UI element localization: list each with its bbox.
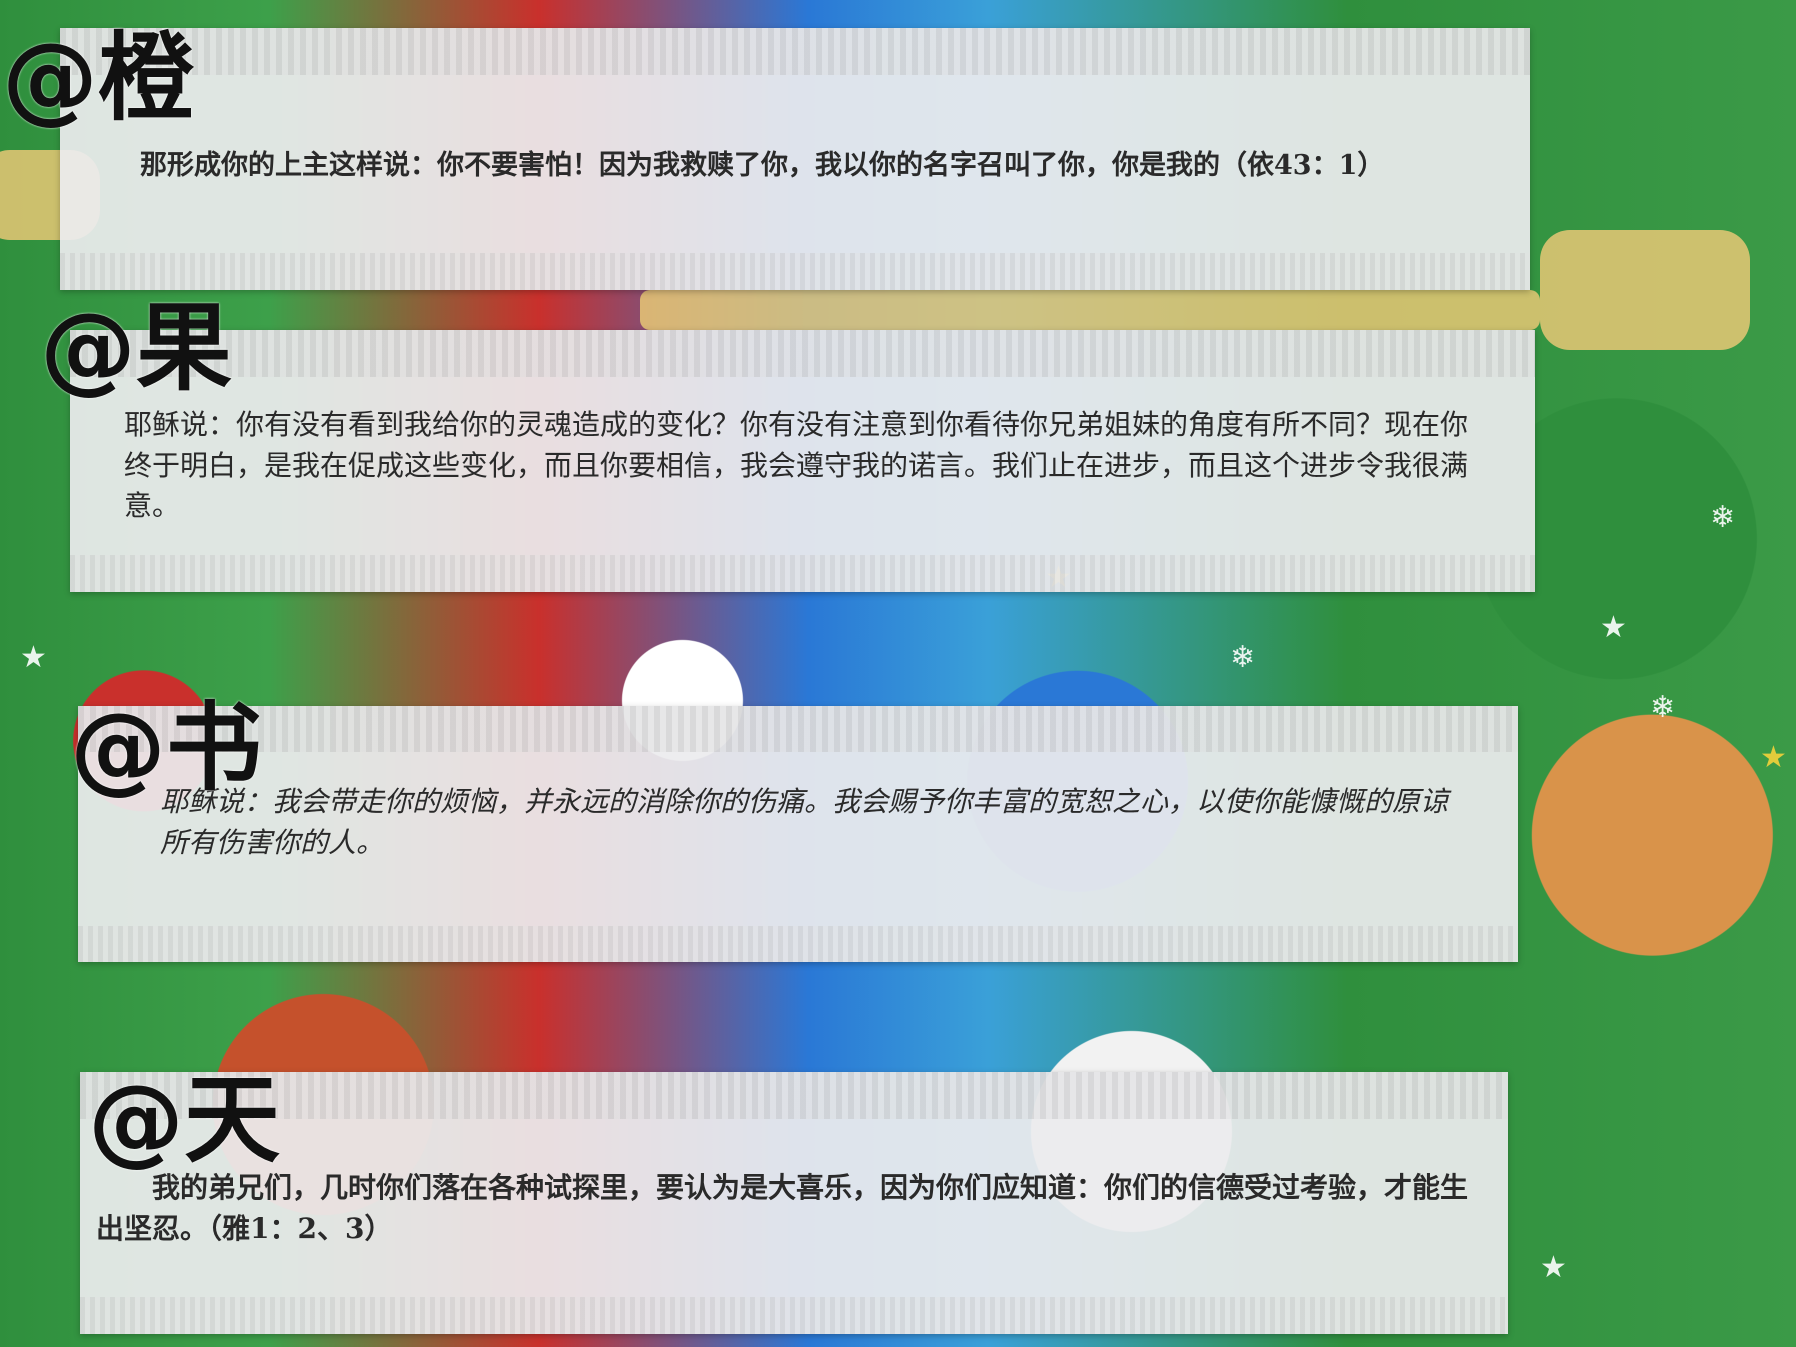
snowflake-icon: ❄ — [1230, 640, 1255, 675]
star-icon: ★ — [1760, 740, 1787, 775]
gold-ribbon-bow-right — [1540, 230, 1750, 350]
snowflake-icon: ❄ — [1710, 500, 1735, 535]
verse-slip-3-tag: @书 — [70, 700, 262, 796]
star-icon: ★ — [1600, 610, 1627, 645]
gold-ribbon-band — [640, 290, 1540, 330]
star-icon: ★ — [1540, 1250, 1567, 1285]
snowflake-icon: ❄ — [1650, 690, 1675, 725]
verse-slip-2-text: 耶稣说：你有没有看到我给你的灵魂造成的变化？你有没有注意到你看待你兄弟姐妹的角度… — [124, 405, 1474, 527]
verse-slip-2-tag: @果 — [40, 300, 232, 396]
star-icon: ★ — [20, 640, 47, 675]
verse-slip-3-text: 耶稣说：我会带走你的烦恼，并永远的消除你的伤痛。我会赐予你丰富的宽恕之心，以使你… — [160, 782, 1460, 863]
verse-slip-4-tag: @天 — [88, 1072, 280, 1168]
verse-slip-1-tag: @橙 — [2, 30, 194, 126]
verse-slip-1-text: 那形成你的上主这样说：你不要害怕！因为我救赎了你，我以你的名字召叫了你，你是我的… — [86, 146, 1486, 185]
verse-slip-4-text: 我的弟兄们，几时你们落在各种试探里，要认为是大喜乐，因为你们应知道：你们的信德受… — [96, 1168, 1486, 1249]
